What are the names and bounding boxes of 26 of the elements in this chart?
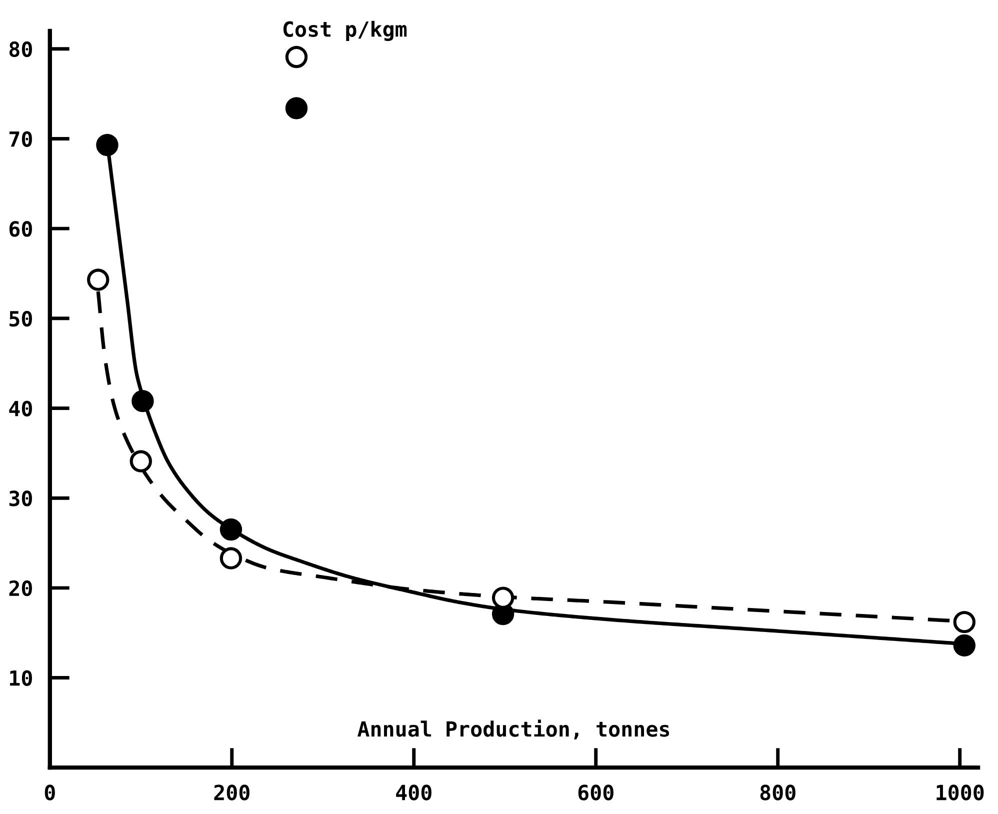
- y-tick-label: 80: [9, 41, 32, 58]
- x-tick-label: 800: [760, 784, 796, 800]
- point: [953, 634, 976, 657]
- y-tick-label: 10: [10, 670, 32, 686]
- point: [132, 390, 154, 412]
- point: [87, 268, 110, 291]
- x-tick-label: 400: [396, 784, 432, 800]
- y-axis-title: Cost p/kgm: [283, 20, 407, 42]
- point: [220, 547, 242, 570]
- x-tick-label: 200: [214, 784, 250, 800]
- x-axis-title: Annual Production, tonnes: [358, 720, 670, 740]
- point: [285, 46, 308, 68]
- y-tick-label: 60: [9, 221, 32, 237]
- point: [220, 518, 242, 541]
- y-tick-label: 70: [10, 131, 32, 147]
- point: [130, 450, 152, 472]
- x-tick-label: 0: [44, 784, 55, 800]
- y-tick-label: 40: [9, 400, 32, 416]
- x-tick-label: 1000: [936, 784, 984, 800]
- point: [285, 97, 308, 120]
- y-tick-label: 20: [9, 580, 32, 596]
- point: [953, 610, 976, 634]
- y-tick-label: 30: [9, 490, 32, 506]
- x-tick-label: 600: [578, 784, 614, 800]
- point: [96, 134, 118, 156]
- y-tick-label: 50: [10, 310, 32, 327]
